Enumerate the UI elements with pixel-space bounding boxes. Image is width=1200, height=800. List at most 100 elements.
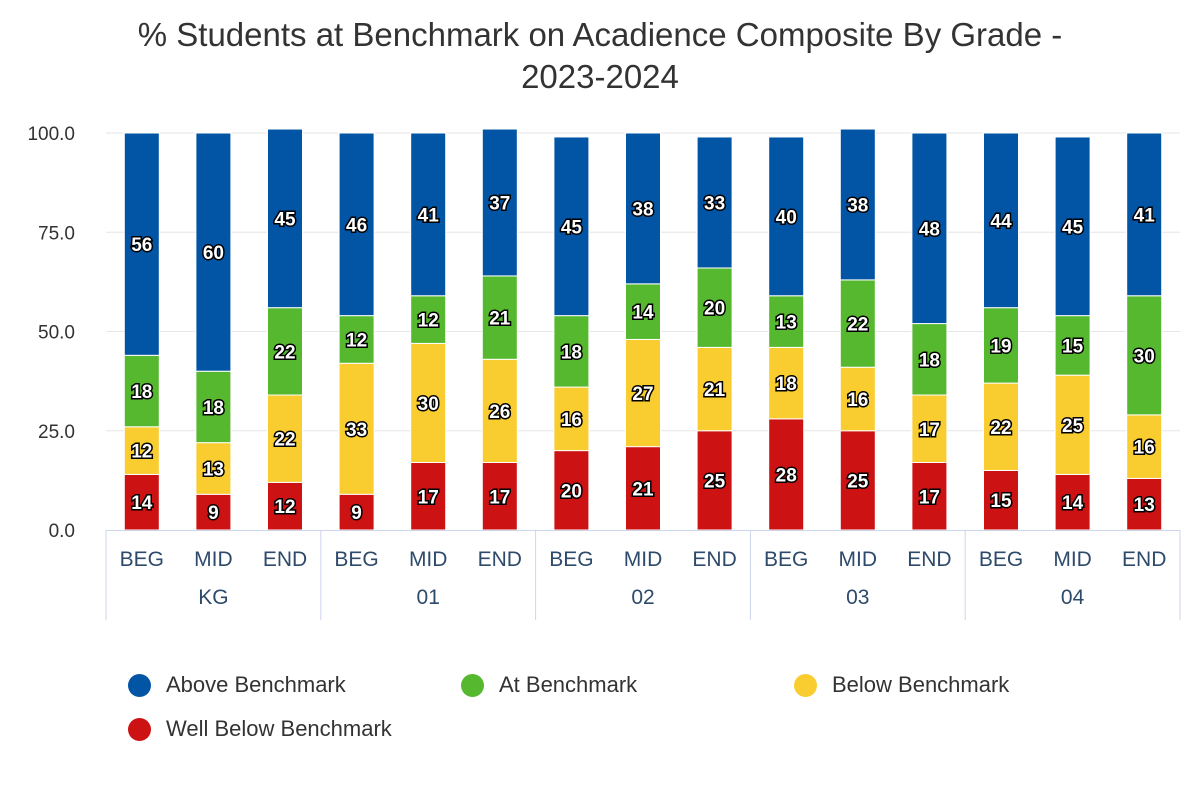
bar-segment[interactable] <box>768 136 805 297</box>
legend-item-at[interactable]: At Benchmark <box>461 672 637 698</box>
bar-segment[interactable] <box>267 394 303 483</box>
data-label: 19 <box>990 336 1011 357</box>
data-label: 18 <box>561 342 582 363</box>
bar-segment[interactable] <box>768 295 805 348</box>
bar-segment[interactable] <box>696 136 733 269</box>
data-label: 17 <box>489 487 510 508</box>
bar-segment[interactable] <box>481 358 518 464</box>
data-label: 17 <box>919 487 940 508</box>
bar-segment[interactable] <box>267 481 303 531</box>
bar-segment[interactable] <box>410 132 447 297</box>
data-label: 38 <box>632 199 653 220</box>
data-label: 9 <box>351 503 362 524</box>
bar-segment[interactable] <box>839 366 876 432</box>
bar-segment[interactable] <box>267 307 303 396</box>
data-label: 17 <box>919 420 940 441</box>
bar-segment[interactable] <box>696 346 733 432</box>
bar-segment[interactable] <box>195 493 232 531</box>
data-label: 45 <box>561 217 583 238</box>
bar-segment[interactable] <box>983 132 1019 309</box>
bar-segment[interactable] <box>625 132 661 285</box>
data-label: 37 <box>489 193 510 214</box>
chart-title-line1: % Students at Benchmark on Acadience Com… <box>137 16 1063 53</box>
bar-segment[interactable] <box>768 418 805 531</box>
data-label: 13 <box>1134 495 1155 516</box>
bar-segment[interactable] <box>839 128 876 281</box>
data-label: 25 <box>704 471 726 492</box>
bar-segment[interactable] <box>553 386 590 452</box>
bar-segment[interactable] <box>696 267 733 348</box>
bar-segment[interactable] <box>983 469 1019 531</box>
x-tick-label: BEG <box>549 548 593 571</box>
bar-segment[interactable] <box>1054 374 1091 475</box>
x-tick-label: MID <box>194 548 233 571</box>
bar-segment[interactable] <box>1126 295 1163 416</box>
bar-segment[interactable] <box>338 132 375 317</box>
data-label: 21 <box>632 479 654 500</box>
bar-segment[interactable] <box>911 132 948 325</box>
legend-item-below[interactable]: Below Benchmark <box>794 672 1009 698</box>
bar-segment[interactable] <box>625 338 661 448</box>
chart-title: % Students at Benchmark on Acadience Com… <box>0 14 1200 98</box>
bar-segment[interactable] <box>338 493 375 531</box>
y-tick-label: 25.0 <box>38 422 75 443</box>
legend-item-above[interactable]: Above Benchmark <box>128 672 346 698</box>
bar-segment[interactable] <box>983 307 1019 384</box>
bar-segment[interactable] <box>1126 132 1163 297</box>
data-label: 48 <box>919 219 940 240</box>
bar-segment[interactable] <box>267 128 303 309</box>
y-tick-label: 75.0 <box>38 223 75 244</box>
data-label: 18 <box>131 382 152 403</box>
x-tick-label: END <box>1122 548 1166 571</box>
bar-segment[interactable] <box>553 136 590 317</box>
bar-segment[interactable] <box>195 132 232 372</box>
bar-segment[interactable] <box>481 128 518 277</box>
legend-dot-below-icon <box>794 673 817 697</box>
bar-segment[interactable] <box>983 382 1019 471</box>
bar-segment[interactable] <box>481 275 518 360</box>
bar-segment[interactable] <box>1054 473 1091 531</box>
data-label: 14 <box>632 303 654 324</box>
data-label: 12 <box>346 330 367 351</box>
legend-label: Above Benchmark <box>166 672 346 697</box>
data-label: 14 <box>1062 493 1084 514</box>
data-label: 60 <box>203 243 224 264</box>
x-tick-label: BEG <box>120 548 164 571</box>
data-label: 16 <box>561 410 582 431</box>
x-group-label: 02 <box>631 586 654 609</box>
data-label: 45 <box>274 209 296 230</box>
legend-label: Well Below Benchmark <box>166 716 392 741</box>
data-label: 20 <box>561 481 582 502</box>
x-tick-label: MID <box>1053 548 1092 571</box>
data-label: 56 <box>131 235 152 256</box>
bar-segment[interactable] <box>123 132 160 356</box>
data-label: 30 <box>1134 346 1155 367</box>
bar-segment[interactable] <box>625 283 661 340</box>
bar-segment[interactable] <box>1126 477 1163 531</box>
data-label: 15 <box>990 491 1012 512</box>
bar-segment[interactable] <box>553 450 590 531</box>
x-tick-label: MID <box>409 548 448 571</box>
data-label: 12 <box>418 311 439 332</box>
x-tick-label: END <box>263 548 307 571</box>
data-label: 16 <box>1134 438 1155 459</box>
data-label: 13 <box>203 459 224 480</box>
data-label: 22 <box>990 418 1011 439</box>
bar-segment[interactable] <box>625 446 661 531</box>
bar-segment[interactable] <box>553 315 590 388</box>
bar-segment[interactable] <box>195 370 232 444</box>
data-label: 45 <box>1062 217 1084 238</box>
data-label: 41 <box>418 205 440 226</box>
x-tick-label: END <box>692 548 736 571</box>
bar-segment[interactable] <box>123 354 160 428</box>
data-label: 33 <box>346 420 367 441</box>
chart-title-line2: 2023-2024 <box>521 58 679 95</box>
data-label: 20 <box>704 299 725 320</box>
bar-segment[interactable] <box>911 394 948 464</box>
bar-segment[interactable] <box>1054 136 1091 317</box>
legend-item-well-below[interactable]: Well Below Benchmark <box>128 716 392 742</box>
x-group-label: 03 <box>846 586 869 609</box>
data-label: 21 <box>704 380 726 401</box>
bar-segment[interactable] <box>195 442 232 495</box>
data-label: 44 <box>990 211 1012 232</box>
